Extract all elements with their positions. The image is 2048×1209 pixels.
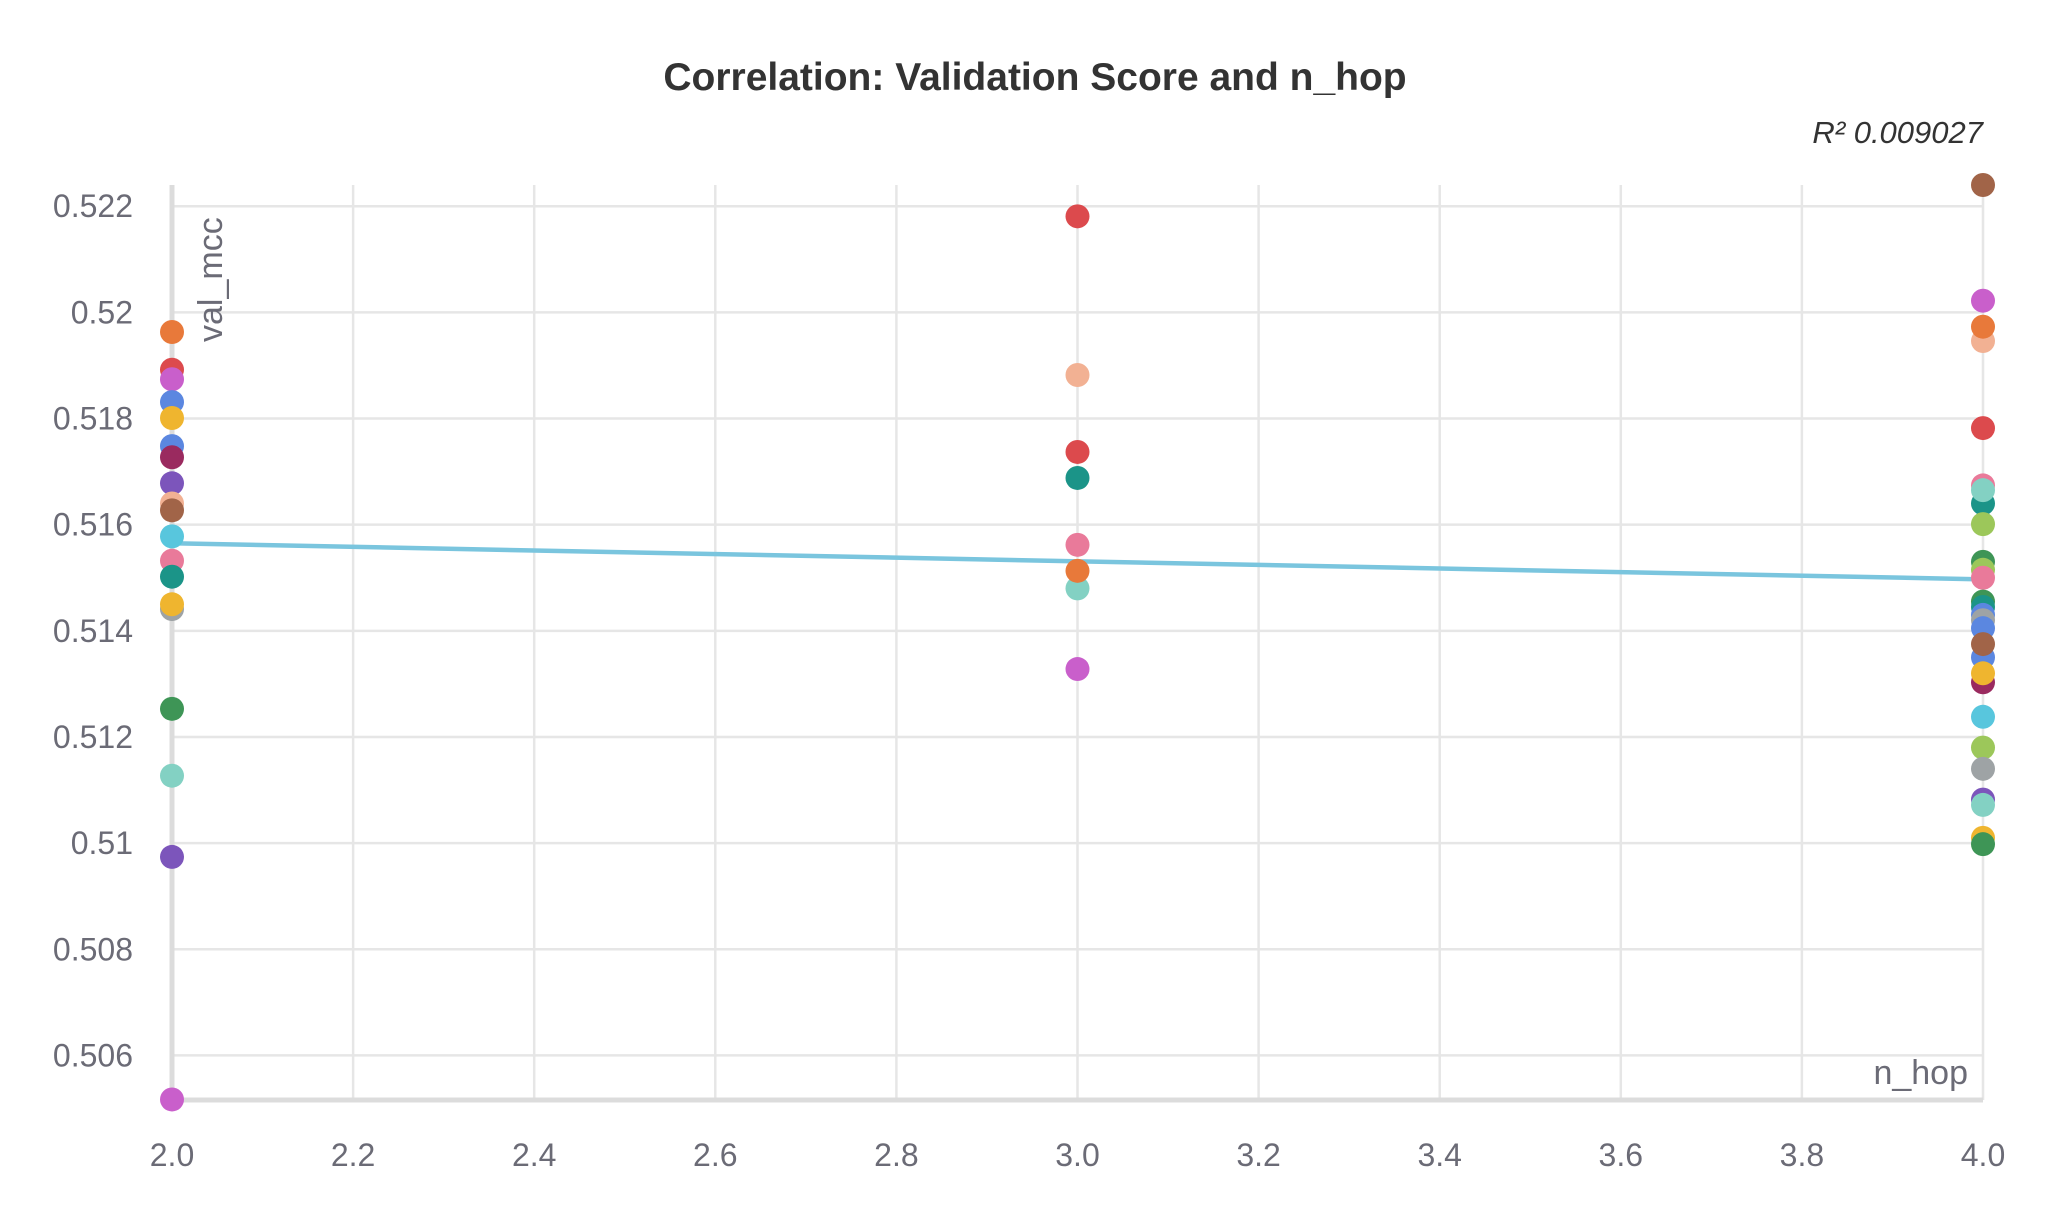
scatter-point[interactable] xyxy=(1971,632,1995,657)
scatter-point[interactable] xyxy=(1971,314,1995,339)
y-tick-label: 0.516 xyxy=(53,507,133,543)
scatter-point[interactable] xyxy=(1065,363,1090,388)
y-tick-label: 0.518 xyxy=(53,401,133,437)
scatter-point[interactable] xyxy=(1971,288,1995,313)
y-tick-label: 0.51 xyxy=(71,825,133,861)
y-tick-label: 0.514 xyxy=(53,613,133,649)
x-tick-label: 4.0 xyxy=(1961,1137,2005,1173)
scatter-point[interactable] xyxy=(1065,576,1090,601)
x-axis-label: n_hop xyxy=(1873,1054,1968,1092)
scatter-point[interactable] xyxy=(1971,416,1995,441)
y-axis-label: val_mcc xyxy=(192,217,230,342)
y-tick-label: 0.522 xyxy=(53,188,133,224)
r-squared-label: R² 0.009027 xyxy=(1812,115,1984,150)
scatter-point[interactable] xyxy=(1065,204,1090,229)
x-tick-label: 2.8 xyxy=(874,1137,918,1173)
y-tick-label: 0.506 xyxy=(53,1037,133,1073)
x-tick-label: 3.4 xyxy=(1417,1137,1461,1173)
scatter-point[interactable] xyxy=(160,471,184,496)
scatter-point[interactable] xyxy=(160,763,184,788)
scatter-point[interactable] xyxy=(160,696,184,721)
scatter-point[interactable] xyxy=(160,367,184,392)
x-tick-label: 3.6 xyxy=(1599,1137,1643,1173)
x-tick-label: 3.2 xyxy=(1236,1137,1280,1173)
x-tick-label: 2.4 xyxy=(512,1137,556,1173)
y-tick-label: 0.512 xyxy=(53,719,133,755)
scatter-point[interactable] xyxy=(160,445,184,470)
x-tick-label: 2.6 xyxy=(693,1137,737,1173)
scatter-point[interactable] xyxy=(1065,465,1090,490)
scatter-point[interactable] xyxy=(160,498,184,523)
scatter-point[interactable] xyxy=(1971,832,1995,857)
scatter-point[interactable] xyxy=(1971,792,1995,817)
scatter-point[interactable] xyxy=(160,592,184,617)
scatter-point[interactable] xyxy=(1971,735,1995,760)
chart-title: Correlation: Validation Score and n_hop xyxy=(663,56,1406,99)
scatter-point[interactable] xyxy=(1971,704,1995,729)
scatter-point[interactable] xyxy=(160,405,184,430)
x-tick-label: 3.0 xyxy=(1055,1137,1099,1173)
x-tick-label: 2.2 xyxy=(331,1137,375,1173)
scatter-point[interactable] xyxy=(1971,661,1995,686)
scatter-point[interactable] xyxy=(160,564,184,589)
tick-labels: 0.506 0.508 0.51 0.512 0.514 0.516 0.518 0.52 0.… xyxy=(53,188,2005,1173)
scatter-point[interactable] xyxy=(1065,439,1090,464)
x-tick-label: 2.0 xyxy=(150,1137,194,1173)
scatter-point[interactable] xyxy=(1065,657,1090,682)
scatter-point[interactable] xyxy=(1971,478,1995,503)
grid-lines xyxy=(170,185,1985,1100)
y-tick-label: 0.508 xyxy=(53,931,133,967)
scatter-point[interactable] xyxy=(1971,565,1995,590)
y-tick-label: 0.52 xyxy=(71,294,133,330)
x-tick-label: 3.8 xyxy=(1780,1137,1824,1173)
scatter-point[interactable] xyxy=(160,1087,184,1112)
scatter-point[interactable] xyxy=(160,320,184,345)
scatter-point[interactable] xyxy=(1065,558,1090,583)
scatter-point[interactable] xyxy=(1971,173,1995,197)
scatter-point[interactable] xyxy=(1971,512,1995,537)
scatter-point[interactable] xyxy=(1971,756,1995,781)
scatter-point[interactable] xyxy=(1065,532,1090,557)
data-points xyxy=(160,173,1995,1112)
scatter-point[interactable] xyxy=(160,524,184,549)
scatter-point[interactable] xyxy=(160,844,184,869)
